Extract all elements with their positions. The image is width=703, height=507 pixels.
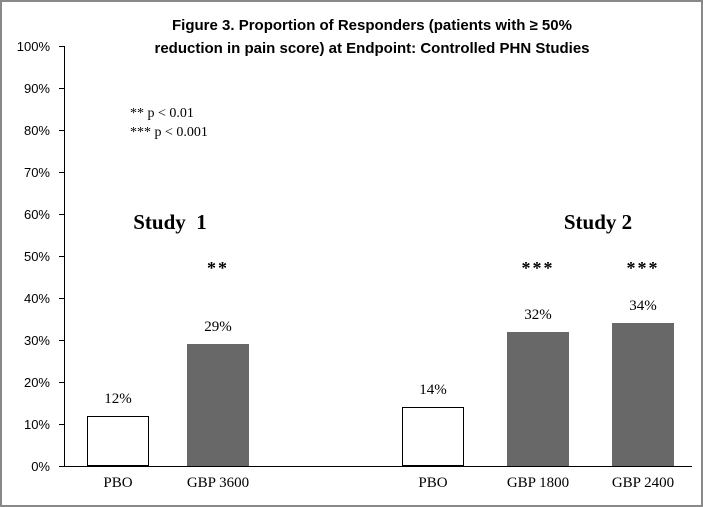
- y-axis-tick-label: 80%: [23, 123, 50, 138]
- study-label: Study 1: [133, 210, 207, 234]
- bar-value-label: 12%: [104, 390, 132, 407]
- y-axis: 0% 10% 20% 30% 40% 50% 60% 70% 80% 90% 100%: [2, 39, 58, 474]
- x-axis-category-label: PBO: [418, 475, 448, 491]
- bar-gbp-3600: [187, 344, 249, 466]
- significance-legend: ** p < 0.01 *** p < 0.001: [130, 105, 208, 143]
- y-axis-tick: [59, 298, 65, 299]
- y-axis-tick: [59, 46, 65, 47]
- y-axis-tick-label: 70%: [23, 165, 50, 180]
- x-axis-category-label: PBO: [103, 475, 133, 491]
- y-axis-tick-label: 0%: [31, 459, 50, 474]
- y-axis-tick: [59, 466, 65, 467]
- y-axis-tick-label: 10%: [23, 417, 50, 432]
- y-axis-tick-label: 40%: [23, 291, 50, 306]
- x-axis-category-label: GBP 3600: [186, 475, 250, 491]
- y-axis-tick: [59, 172, 65, 173]
- y-axis-tick: [59, 340, 65, 341]
- bar-value-label: 34%: [629, 298, 657, 315]
- bar-gbp-1800: [507, 331, 569, 466]
- x-axis-category-label: GBP 1800: [506, 475, 570, 491]
- bar-gbp-2400: [612, 323, 674, 466]
- significance-marker: ***: [626, 258, 660, 278]
- plot-area: Study 1 12% PBO 29% ** GBP 3600 Study 2 14% PBO 3…: [59, 46, 692, 491]
- chart-title: Figure 3. Proportion of Responders (pati…: [72, 14, 672, 61]
- y-axis-tick-label: 100%: [16, 39, 50, 54]
- bar-value-label: 14%: [419, 382, 447, 399]
- y-axis-tick: [59, 382, 65, 383]
- y-axis-tick: [59, 424, 65, 425]
- y-axis-tick-label: 60%: [23, 207, 50, 222]
- bar-value-label: 32%: [524, 306, 552, 323]
- bar-pbo: [402, 407, 464, 466]
- x-axis-category-label: GBP 2400: [611, 475, 675, 491]
- y-axis-tick: [59, 256, 65, 257]
- chart-title-line-1: Figure 3. Proportion of Responders (pati…: [172, 17, 572, 34]
- significance-legend-line-2: *** p < 0.001: [130, 124, 208, 140]
- y-axis-tick-label: 20%: [23, 375, 50, 390]
- y-axis-tick-label: 50%: [23, 249, 50, 264]
- study-label: Study 2: [563, 210, 633, 234]
- significance-legend-line-1: ** p < 0.01: [130, 106, 194, 121]
- significance-marker: **: [207, 258, 229, 278]
- y-axis-tick-label: 90%: [23, 81, 50, 96]
- y-axis-tick-label: 30%: [23, 333, 50, 348]
- bar-pbo: [87, 415, 149, 466]
- y-axis-tick: [59, 88, 65, 89]
- y-axis-tick: [59, 130, 65, 131]
- significance-marker: ***: [521, 258, 555, 278]
- bar-value-label: 29%: [204, 319, 232, 336]
- chart-title-line-2: reduction in pain score) at Endpoint: Co…: [154, 40, 590, 58]
- y-axis-tick: [59, 214, 65, 215]
